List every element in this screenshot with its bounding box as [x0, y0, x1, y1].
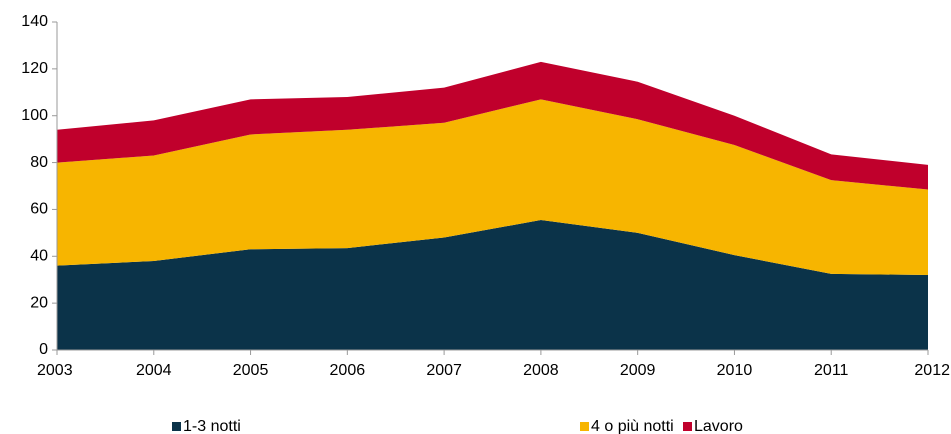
x-tick-label: 2006 — [330, 362, 366, 379]
x-tick-label: 2008 — [523, 362, 559, 379]
legend-swatch — [580, 422, 589, 431]
x-tick-label: 2007 — [426, 362, 462, 379]
x-tick-label: 2005 — [233, 362, 269, 379]
y-tick-label: 40 — [30, 248, 48, 265]
y-tick-label: 60 — [30, 201, 48, 218]
legend-label: 4 o più notti — [591, 418, 674, 434]
legend-label: 1-3 notti — [183, 418, 241, 434]
area — [57, 219, 928, 350]
x-tick-label: 2011 — [814, 362, 849, 379]
x-tick-label: 2003 — [37, 362, 73, 379]
x-tick-label: 2010 — [717, 362, 753, 379]
legend-swatch — [172, 422, 181, 431]
x-tick-label: 2009 — [620, 362, 656, 379]
legend-swatch — [683, 422, 692, 431]
y-tick-label: 20 — [30, 294, 48, 311]
area — [57, 99, 928, 276]
legend-label: Lavoro — [694, 418, 743, 434]
y-tick-label: 120 — [21, 60, 48, 77]
y-tick-label: 100 — [21, 107, 48, 124]
area — [57, 61, 928, 190]
x-tick-label: 2012 — [914, 362, 950, 379]
x-tick-label: 2004 — [136, 362, 172, 379]
y-tick-label: 80 — [30, 154, 48, 171]
y-tick-label: 0 — [39, 341, 48, 358]
y-tick-label: 140 — [21, 13, 48, 30]
